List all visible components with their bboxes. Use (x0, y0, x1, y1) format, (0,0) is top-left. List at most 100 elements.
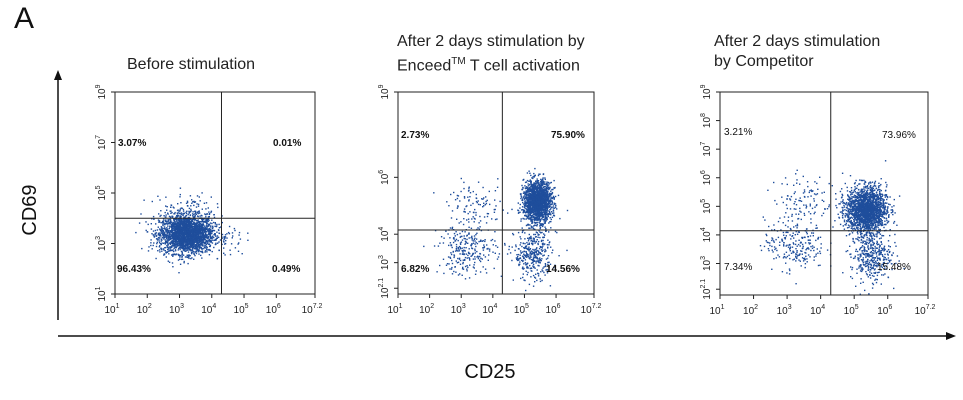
event-dot (542, 236, 544, 239)
event-dot (189, 223, 192, 225)
event-dot (522, 260, 524, 263)
event-dot (530, 174, 532, 177)
event-dot (549, 241, 551, 243)
event-dot (175, 254, 177, 256)
event-dot (183, 227, 186, 229)
event-dot (164, 223, 167, 225)
event-dot (196, 240, 198, 242)
event-dot (558, 255, 560, 257)
event-dot (534, 256, 536, 258)
event-dot (172, 244, 174, 247)
event-dot (520, 277, 522, 280)
event-dot (538, 252, 541, 254)
event-dot (167, 213, 169, 215)
event-dot (543, 195, 545, 197)
event-dot (522, 199, 524, 202)
event-dot (517, 202, 519, 204)
event-dot (189, 255, 191, 257)
event-dot (472, 266, 475, 268)
event-dot (181, 245, 183, 247)
event-dot (175, 228, 178, 231)
event-dot (532, 285, 535, 287)
event-dot (197, 236, 199, 239)
event-dot (204, 231, 206, 233)
event-dot (540, 232, 542, 234)
event-dot (171, 246, 173, 248)
event-dot (545, 207, 547, 209)
event-dot (205, 230, 207, 232)
event-dot (160, 221, 162, 224)
event-dot (546, 211, 548, 213)
event-dot (195, 244, 197, 247)
event-dot (534, 267, 536, 269)
event-dot (455, 246, 458, 248)
event-dot (553, 187, 556, 189)
event-dot (210, 211, 212, 214)
event-dot (197, 234, 200, 236)
event-dot (180, 258, 183, 261)
event-dot (170, 231, 172, 234)
event-dot (542, 249, 544, 251)
event-dot (539, 236, 541, 239)
event-dot (551, 203, 553, 205)
event-dot (186, 249, 188, 251)
event-dot (203, 238, 205, 240)
event-dot (480, 257, 482, 259)
event-dot (527, 256, 530, 258)
event-dot (549, 209, 551, 211)
event-dot (176, 244, 179, 246)
event-dot (214, 233, 216, 235)
event-dot (164, 211, 166, 214)
event-dot (211, 222, 213, 225)
event-dot (496, 246, 499, 248)
event-dot (182, 221, 184, 223)
event-dot (538, 197, 541, 199)
event-dot (189, 233, 192, 236)
event-dot (533, 266, 535, 269)
y-tick-label: 103 (95, 236, 108, 251)
event-dot (194, 237, 197, 239)
event-dot (206, 225, 208, 227)
event-dot (158, 238, 160, 240)
event-dot (174, 233, 176, 235)
event-dot (537, 199, 540, 201)
event-dot (188, 231, 191, 233)
event-dot (548, 222, 550, 224)
event-dot (181, 252, 183, 254)
event-dot (201, 230, 204, 232)
event-dot (540, 208, 542, 210)
event-dot (530, 183, 533, 185)
event-dot (537, 253, 540, 256)
event-dot (531, 198, 534, 200)
event-dot (205, 220, 207, 222)
event-dot (545, 197, 547, 200)
event-dot (527, 218, 530, 220)
event-dot (536, 208, 539, 211)
event-dot (216, 231, 218, 233)
event-dot (202, 230, 205, 232)
event-dot (545, 228, 547, 230)
event-dot (180, 239, 182, 241)
event-dot (524, 187, 526, 189)
event-dot (547, 269, 549, 271)
event-dot (185, 228, 187, 231)
event-dot (540, 194, 543, 197)
event-dot (554, 230, 557, 233)
event-dot (533, 225, 535, 227)
event-dot (172, 224, 174, 227)
event-dot (175, 246, 178, 249)
event-dot (167, 236, 170, 239)
event-dot (547, 187, 549, 189)
event-dot (180, 243, 182, 246)
event-dot (530, 267, 532, 270)
event-dot (546, 198, 548, 201)
event-dot (533, 196, 535, 199)
event-dot (453, 255, 456, 257)
event-dot (194, 223, 197, 226)
event-dot (183, 262, 185, 264)
event-dot (556, 231, 558, 234)
event-dot (200, 232, 202, 235)
event-dot (181, 247, 183, 250)
event-dot (179, 187, 182, 189)
event-dot (523, 218, 525, 220)
